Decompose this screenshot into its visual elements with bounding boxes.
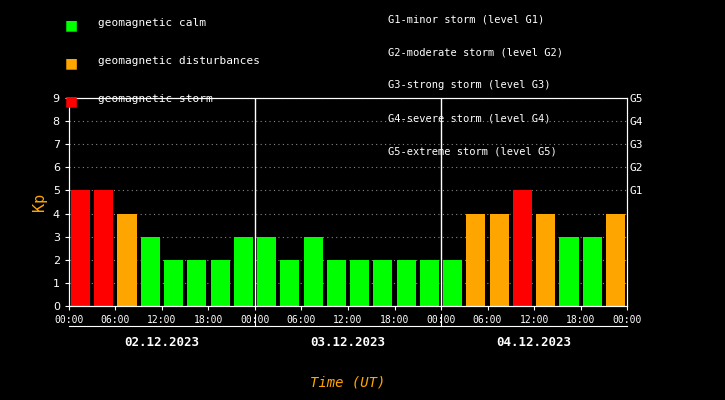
Text: geomagnetic storm: geomagnetic storm [98,94,212,104]
Text: G3-strong storm (level G3): G3-strong storm (level G3) [388,80,550,90]
Text: Time (UT): Time (UT) [310,375,386,389]
Bar [606,214,625,306]
Bar [489,214,509,306]
Bar [233,237,253,306]
Bar [397,260,415,306]
Text: G2-moderate storm (level G2): G2-moderate storm (level G2) [388,47,563,57]
Y-axis label: Kp: Kp [32,193,47,211]
Bar [281,260,299,306]
Bar [350,260,369,306]
Bar [536,214,555,306]
Bar [71,190,90,306]
Bar [210,260,230,306]
Text: G1-minor storm (level G1): G1-minor storm (level G1) [388,14,544,24]
Bar [373,260,392,306]
Bar [164,260,183,306]
Text: 02.12.2023: 02.12.2023 [125,336,199,348]
Bar [513,190,532,306]
Bar [187,260,207,306]
Bar [420,260,439,306]
Text: 04.12.2023: 04.12.2023 [497,336,571,348]
Bar [443,260,463,306]
Text: ■: ■ [65,56,78,70]
Text: 03.12.2023: 03.12.2023 [310,336,386,348]
Text: G4-severe storm (level G4): G4-severe storm (level G4) [388,114,550,124]
Text: ■: ■ [65,18,78,32]
Bar [560,237,579,306]
Bar [466,214,486,306]
Text: geomagnetic disturbances: geomagnetic disturbances [98,56,260,66]
Bar [304,237,323,306]
Bar [583,237,602,306]
Text: G5-extreme storm (level G5): G5-extreme storm (level G5) [388,147,557,157]
Text: geomagnetic calm: geomagnetic calm [98,18,206,28]
Bar [257,237,276,306]
Text: ■: ■ [65,94,78,108]
Bar [94,190,113,306]
Bar [327,260,346,306]
Bar [141,237,160,306]
Bar [117,214,136,306]
